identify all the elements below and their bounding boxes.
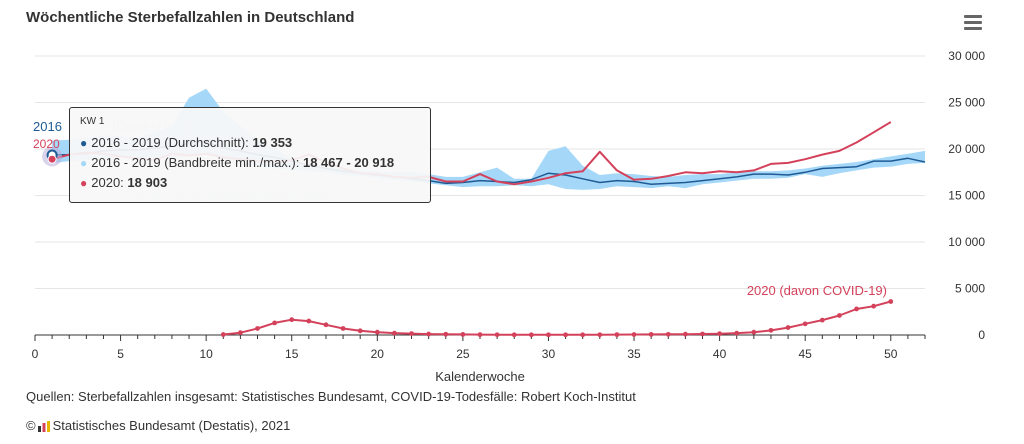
covid-point	[546, 332, 551, 338]
tooltip-row-2020: ● 2020: 18 903	[80, 173, 420, 193]
covid-point	[220, 332, 226, 337]
menu-icon[interactable]	[962, 12, 984, 32]
covid-point	[409, 331, 414, 337]
menu-icon-bar	[964, 15, 982, 18]
x-tick-label: 0	[32, 347, 39, 361]
menu-icon-bar	[964, 21, 982, 24]
covid-point	[631, 332, 637, 337]
y-tick-label: 5 000	[955, 282, 985, 296]
menu-icon-bar	[964, 27, 982, 30]
covid-point	[665, 331, 671, 337]
x-axis-title: Kalenderwoche	[435, 369, 525, 384]
y-tick-label: 0	[978, 328, 985, 342]
tooltip-dot-2020: ●	[80, 176, 88, 190]
covid-point	[580, 332, 586, 338]
tooltip-value-2020: 18 903	[127, 175, 168, 190]
copyright-symbol: ©	[26, 418, 36, 433]
tooltip-row-avg: ● 2016 - 2019 (Durchschnitt): 19 353	[80, 133, 420, 153]
copyright: © Statistisches Bundesamt (Destatis), 20…	[26, 418, 290, 433]
x-tick-label: 40	[713, 347, 727, 361]
covid-point	[323, 322, 329, 328]
covid-point	[819, 317, 825, 323]
covid-point	[272, 320, 278, 326]
x-tick-label: 15	[285, 347, 299, 361]
covid-point	[340, 326, 346, 331]
covid-point	[563, 332, 568, 338]
label-2020: 2020	[33, 137, 60, 151]
covid-point	[374, 329, 380, 335]
covid-point	[682, 331, 688, 337]
covid-point	[717, 331, 723, 337]
tooltip-dot-avg: ●	[80, 136, 88, 150]
x-tick-label: 30	[542, 347, 556, 361]
covid-line	[223, 300, 892, 336]
covid-point	[357, 328, 363, 334]
tooltip-label-avg: 2016 - 2019 (Durchschnitt):	[91, 135, 253, 150]
x-tick-label: 35	[627, 347, 641, 361]
covid-point	[306, 318, 312, 324]
x-tick-label: 10	[199, 347, 213, 361]
y-tick-label: 25 000	[948, 96, 985, 110]
covid-point	[854, 306, 859, 312]
covid-point	[597, 332, 603, 338]
covid-point	[511, 332, 517, 338]
tooltip-value-avg: 19 353	[252, 135, 293, 150]
covid-point	[734, 330, 740, 336]
covid-point	[802, 321, 808, 327]
x-tick-label: 25	[456, 347, 470, 361]
covid-point	[888, 299, 894, 304]
covid-point	[477, 332, 483, 338]
covid-point	[785, 325, 791, 330]
point-2020	[47, 154, 57, 164]
covid-point	[648, 332, 654, 337]
source-note: Quellen: Sterbefallzahlen insgesamt: Sta…	[26, 389, 636, 404]
x-tick-label: 20	[371, 347, 385, 361]
covid-point	[255, 326, 260, 331]
covid-point	[443, 331, 449, 337]
label-covid: 2020 (davon COVID-19)	[747, 283, 887, 298]
covid-point	[614, 332, 620, 338]
covid-point	[751, 329, 757, 335]
covid-point	[528, 332, 534, 338]
covid-point	[460, 332, 466, 337]
tooltip-label-2020: 2020:	[91, 175, 128, 190]
y-tick-label: 20 000	[948, 142, 985, 156]
label-2016: 2016	[33, 119, 62, 134]
covid-point	[237, 330, 243, 336]
tooltip: KW 1 ● 2016 - 2019 (Durchschnitt): 19 353…	[69, 107, 431, 203]
y-tick-label: 10 000	[948, 235, 985, 249]
chart-title: Wöchentliche Sterbefallzahlen in Deutsch…	[26, 9, 355, 26]
covid-point	[837, 313, 842, 318]
x-tick-label: 5	[117, 347, 124, 361]
x-tick-label: 50	[884, 347, 898, 361]
covid-point	[494, 332, 500, 338]
covid-point	[289, 317, 295, 323]
tooltip-row-band: ● 2016 - 2019 (Bandbreite min./max.): 18 …	[80, 153, 420, 173]
covid-point	[700, 331, 705, 337]
copyright-text: Statistisches Bundesamt (Destatis), 2021	[52, 418, 291, 433]
covid-point	[426, 331, 432, 337]
covid-point	[871, 303, 877, 309]
x-tick-label: 45	[799, 347, 813, 361]
y-tick-label: 30 000	[948, 49, 985, 63]
y-tick-label: 15 000	[948, 189, 985, 203]
covid-point	[392, 330, 397, 336]
tooltip-header: KW 1	[80, 116, 105, 127]
tooltip-label-band: 2016 - 2019 (Bandbreite min./max.):	[91, 155, 303, 170]
tooltip-dot-band: ●	[80, 156, 88, 170]
tooltip-value-band: 18 467 - 20 918	[302, 155, 395, 170]
destatis-logo-icon	[37, 420, 50, 432]
covid-point	[768, 327, 774, 333]
